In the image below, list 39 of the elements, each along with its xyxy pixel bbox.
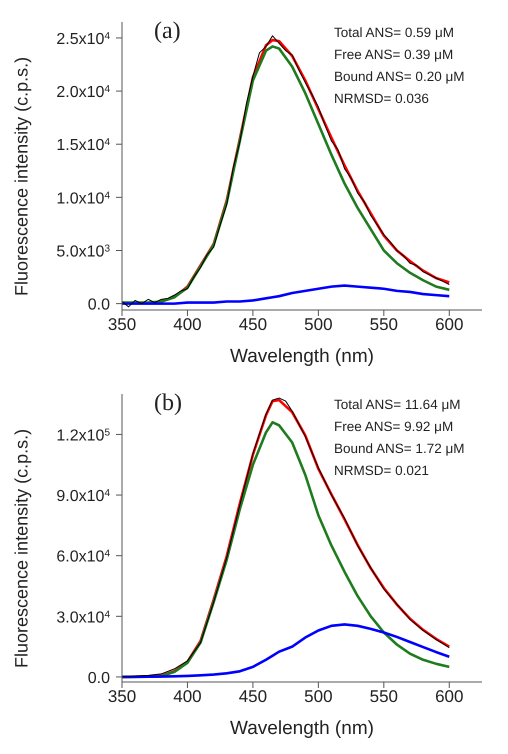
- x-tick-label: 400: [173, 315, 202, 334]
- y-tick-label: 2.5x10$^{4}$: [56, 30, 110, 48]
- y-tick-label: 2.0x10$^{4}$: [56, 84, 110, 102]
- x-tick-label: 550: [370, 687, 398, 706]
- annotation: Total ANS= 11.64 μM: [334, 396, 462, 414]
- x-tick-label: 550: [370, 315, 398, 334]
- y-tick-label: 9.0x10$^{4}$: [56, 488, 110, 506]
- y-tick-label: 1.2x10$^{5}$: [56, 426, 110, 444]
- y-tick-label: 1.0x10$^{4}$: [56, 190, 110, 208]
- x-axis-title: Wavelength (nm): [230, 346, 374, 367]
- annotation: Free ANS= 9.92 μM: [334, 418, 454, 436]
- x-tick-label: 450: [238, 315, 268, 334]
- x-axis-title: Wavelength (nm): [230, 718, 374, 739]
- line-series: [122, 284, 451, 305]
- y-tick-label: 6.0x10$^{4}$: [56, 548, 110, 566]
- y-axis-title: Fluorescence intensity (c.p.s.): [11, 428, 32, 668]
- y-tick-label: 0.0: [88, 670, 110, 687]
- annotation: NRMSD= 0.021: [334, 462, 430, 480]
- x-tick-label: 450: [238, 687, 268, 706]
- x-tick-label: 600: [435, 315, 464, 334]
- x-tick-label: 600: [435, 687, 464, 706]
- annotation: Bound ANS= 1.72 μM: [334, 440, 464, 458]
- x-tick-label: 350: [108, 687, 136, 706]
- line-series: [122, 623, 451, 678]
- chart-title: (b): [154, 390, 182, 417]
- annotation: Total ANS= 0.59 μM: [334, 24, 455, 42]
- annotation: Free ANS= 0.39 μM: [334, 46, 454, 64]
- y-tick-label: 0.0: [88, 296, 110, 314]
- y-tick-label: 5.0x10$^{3}$: [56, 242, 110, 260]
- annotation: NRMSD= 0.036: [334, 90, 430, 108]
- y-axis-title: Fluorescence intensity (c.p.s.): [11, 56, 32, 296]
- y-tick-label: 1.5x10$^{4}$: [56, 136, 110, 154]
- x-tick-label: 500: [304, 315, 333, 334]
- x-tick-label: 500: [304, 687, 333, 706]
- y-tick-label: 3.0x10$^{4}$: [56, 608, 110, 626]
- x-tick-label: 400: [173, 687, 202, 706]
- annotation: Bound ANS= 0.20 μM: [334, 68, 464, 86]
- x-tick-label: 350: [108, 315, 136, 334]
- chart-title: (a): [154, 18, 181, 45]
